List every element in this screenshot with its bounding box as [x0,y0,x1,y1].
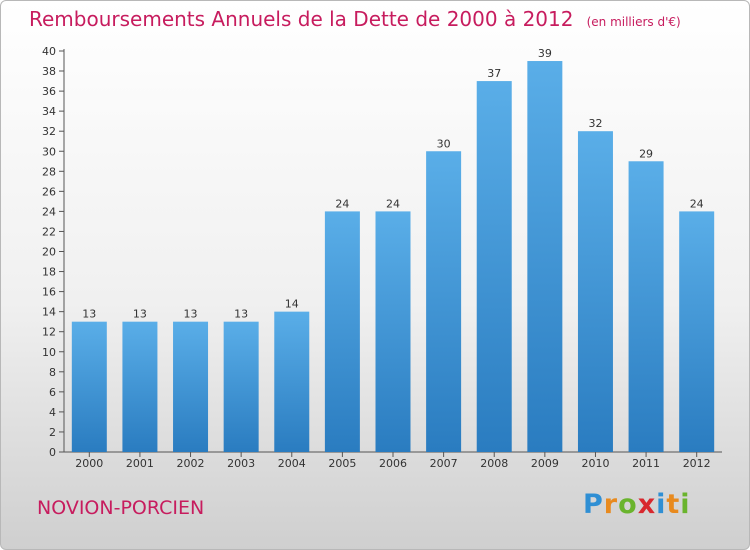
data-label: 39 [538,47,552,60]
x-tick-label: 2012 [683,457,711,470]
y-tick-label: 22 [42,225,56,238]
y-tick-label: 28 [42,165,56,178]
x-tick-label: 2000 [75,457,103,470]
y-tick-label: 10 [42,346,56,359]
y-tick-label: 12 [42,326,56,339]
data-label: 13 [133,308,147,321]
x-tick-label: 2009 [531,457,559,470]
logo-letter: i [680,489,691,520]
y-tick-label: 34 [42,105,56,118]
data-label: 30 [437,137,451,150]
logo-letter: t [666,489,681,520]
x-tick-label: 2001 [126,457,154,470]
bar [426,151,462,452]
x-tick-label: 2002 [177,457,205,470]
y-tick-label: 26 [42,185,56,198]
logo-letter: P [583,489,604,520]
x-tick-label: 2006 [379,457,407,470]
bars: 13 13 13 13 14 24 24 30 37 39 32 29 24 [71,47,715,453]
commune-name: NOVION-PORCIEN [37,497,205,519]
logo-letter: i [656,489,667,520]
data-label: 29 [639,147,653,160]
data-label: 24 [386,197,400,210]
bar [122,321,158,452]
y-tick-label: 4 [49,406,56,419]
data-label: 13 [82,308,96,321]
chart-title: Remboursements Annuels de la Dette de 20… [29,7,574,31]
logo-letter: r [603,489,619,520]
data-label: 14 [285,298,299,311]
y-tick-label: 18 [42,266,56,279]
bar [173,321,209,452]
x-tick-label: 2003 [227,457,255,470]
y-tick-label: 32 [42,125,56,138]
y-tick-label: 6 [49,386,56,399]
logo-letter: o [618,489,638,520]
x-tick-label: 2011 [632,457,660,470]
proxiti-logo: Proxiti [583,489,691,520]
bar [71,321,107,452]
x-tick-label: 2008 [480,457,508,470]
y-tick-label: 24 [42,205,56,218]
x-tick-label: 2004 [278,457,306,470]
y-tick-label: 30 [42,145,56,158]
y-tick-label: 0 [49,446,56,459]
bar [274,311,310,452]
bar [679,211,715,452]
bar [223,321,259,452]
title-row: Remboursements Annuels de la Dette de 20… [29,7,681,31]
bar [577,131,613,452]
y-tick-label: 8 [49,366,56,379]
logo-letter: x [637,489,657,520]
y-tick-label: 38 [42,65,56,78]
y-tick-label: 20 [42,246,56,259]
data-label: 13 [234,308,248,321]
bar [324,211,360,452]
bar [628,161,664,452]
bar [476,81,512,452]
y-tick-label: 40 [42,45,56,58]
bar [375,211,411,452]
chart-subtitle: (en milliers d'€) [586,15,681,29]
data-label: 24 [690,197,704,210]
y-tick-label: 16 [42,286,56,299]
y-tick-label: 2 [49,426,56,439]
data-label: 13 [184,308,198,321]
x-axis: 2000 2001 2002 2003 2004 2005 2006 2007 2008 2009… [64,451,722,470]
data-label: 37 [487,67,501,80]
bar [527,61,563,453]
y-tick-label: 14 [42,306,56,319]
data-label: 24 [335,197,349,210]
x-tick-label: 2010 [581,457,609,470]
data-label: 32 [588,117,602,130]
x-tick-label: 2007 [430,457,458,470]
y-tick-label: 36 [42,85,56,98]
x-tick-label: 2005 [328,457,356,470]
